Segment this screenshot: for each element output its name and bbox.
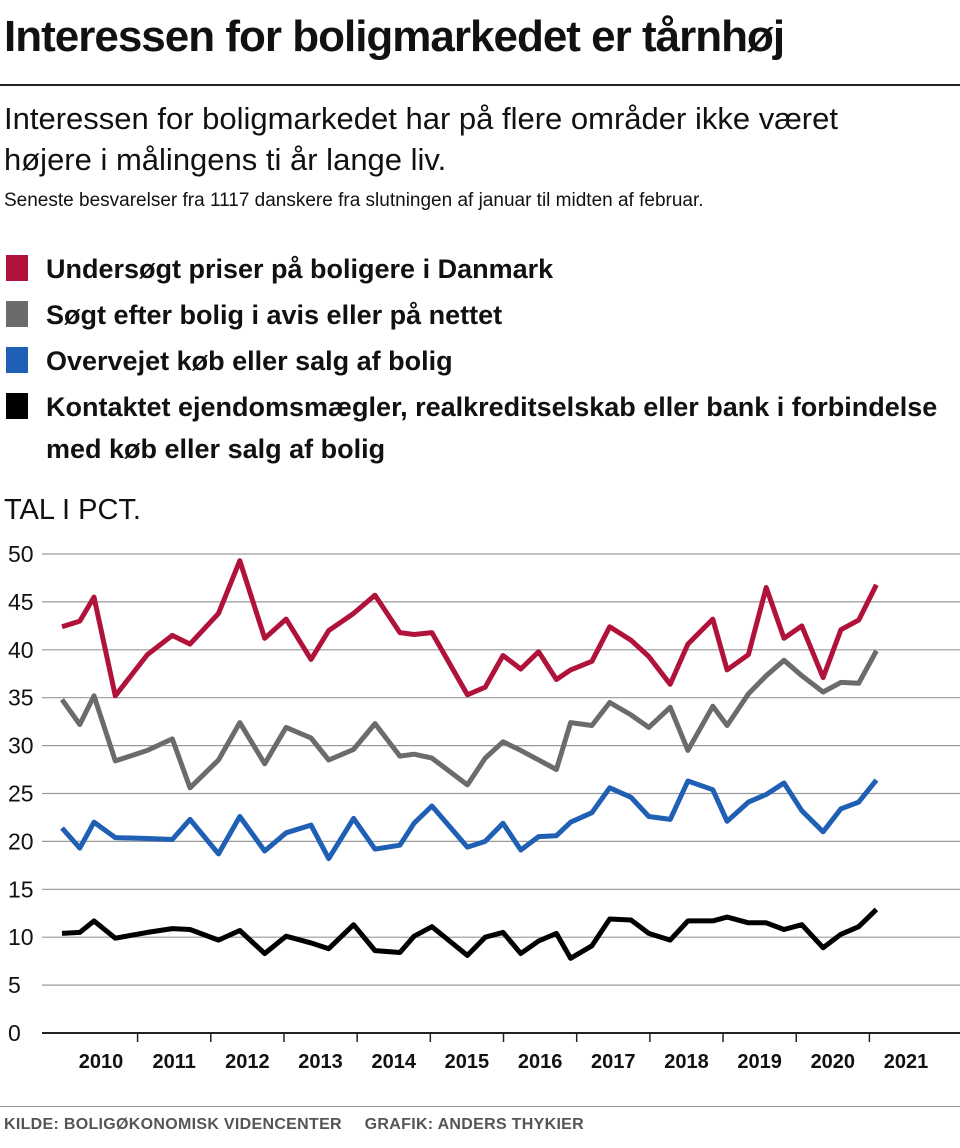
legend-item-contacted: Kontaktet ejendomsmægler, realkreditsels… [6,386,956,470]
legend-label-search: Søgt efter bolig i avis eller på nettet [46,300,503,330]
unit-label: TAL I PCT. [4,494,141,526]
title-divider [0,84,960,86]
y-tick-5: 5 [8,972,21,998]
legend-label-prices: Undersøgt priser på boligere i Danmark [46,254,554,284]
x-tick-2013: 2013 [298,1051,343,1073]
x-tick-2018: 2018 [664,1051,709,1073]
y-tick-0: 0 [8,1020,21,1046]
x-tick-2019: 2019 [737,1051,782,1073]
x-tick-2017: 2017 [591,1051,636,1073]
series-line-prices [61,558,879,699]
y-tick-35: 35 [8,685,34,711]
x-tick-2016: 2016 [518,1051,563,1073]
series-line-search [59,649,879,791]
legend-label-considered: Overvejet køb eller salg af bolig [46,346,453,376]
source-credit: KILDE: BOLIGØKONOMISK VIDENCENTER [4,1116,342,1133]
legend-swatch-contacted [6,393,28,419]
x-tick-2015: 2015 [445,1051,490,1073]
graphic-credit: GRAFIK: ANDERS THYKIER [364,1116,585,1133]
legend-swatch-search [6,301,28,327]
legend-item-search: Søgt efter bolig i avis eller på nettet [6,294,956,336]
x-tick-2021: 2021 [884,1051,929,1073]
x-tick-2011: 2011 [152,1051,195,1073]
y-tick-10: 10 [8,924,34,950]
legend-item-considered: Overvejet køb eller salg af bolig [6,340,956,382]
series-line-contacted [61,907,879,961]
y-tick-50: 50 [8,541,34,567]
y-tick-15: 15 [8,876,34,902]
x-tick-2010: 2010 [79,1051,124,1073]
y-tick-25: 25 [8,781,34,807]
x-tick-2014: 2014 [371,1051,416,1073]
footer: KILDE: BOLIGØKONOMISK VIDENCENTER GRAFIK… [4,1116,602,1134]
y-tick-40: 40 [8,637,34,663]
legend-label-contacted: Kontaktet ejendomsmægler, realkreditsels… [46,392,938,464]
y-tick-20: 20 [8,828,34,854]
legend-item-prices: Undersøgt priser på boligere i Danmark [6,248,956,290]
legend: Undersøgt priser på boligere i Danmark S… [6,248,956,474]
legend-swatch-prices [6,255,28,281]
series-line-considered [60,778,879,862]
footer-divider [0,1106,960,1107]
x-tick-2012: 2012 [225,1051,270,1073]
x-tick-2020: 2020 [811,1051,856,1073]
line-chart: 0 5 10 15 20 25 30 35 40 45 50 2010 2011 2012 2013 201… [8,541,960,1073]
chart-title: Interessen for boligmarkedet er tårnhøj [4,12,785,61]
survey-note: Seneste besvarelser fra 1117 danskere fr… [4,190,704,211]
chart-subtitle: Interessen for boligmarkedet har på fler… [4,101,838,177]
y-tick-30: 30 [8,733,34,759]
y-tick-45: 45 [8,589,34,615]
legend-swatch-considered [6,347,28,373]
